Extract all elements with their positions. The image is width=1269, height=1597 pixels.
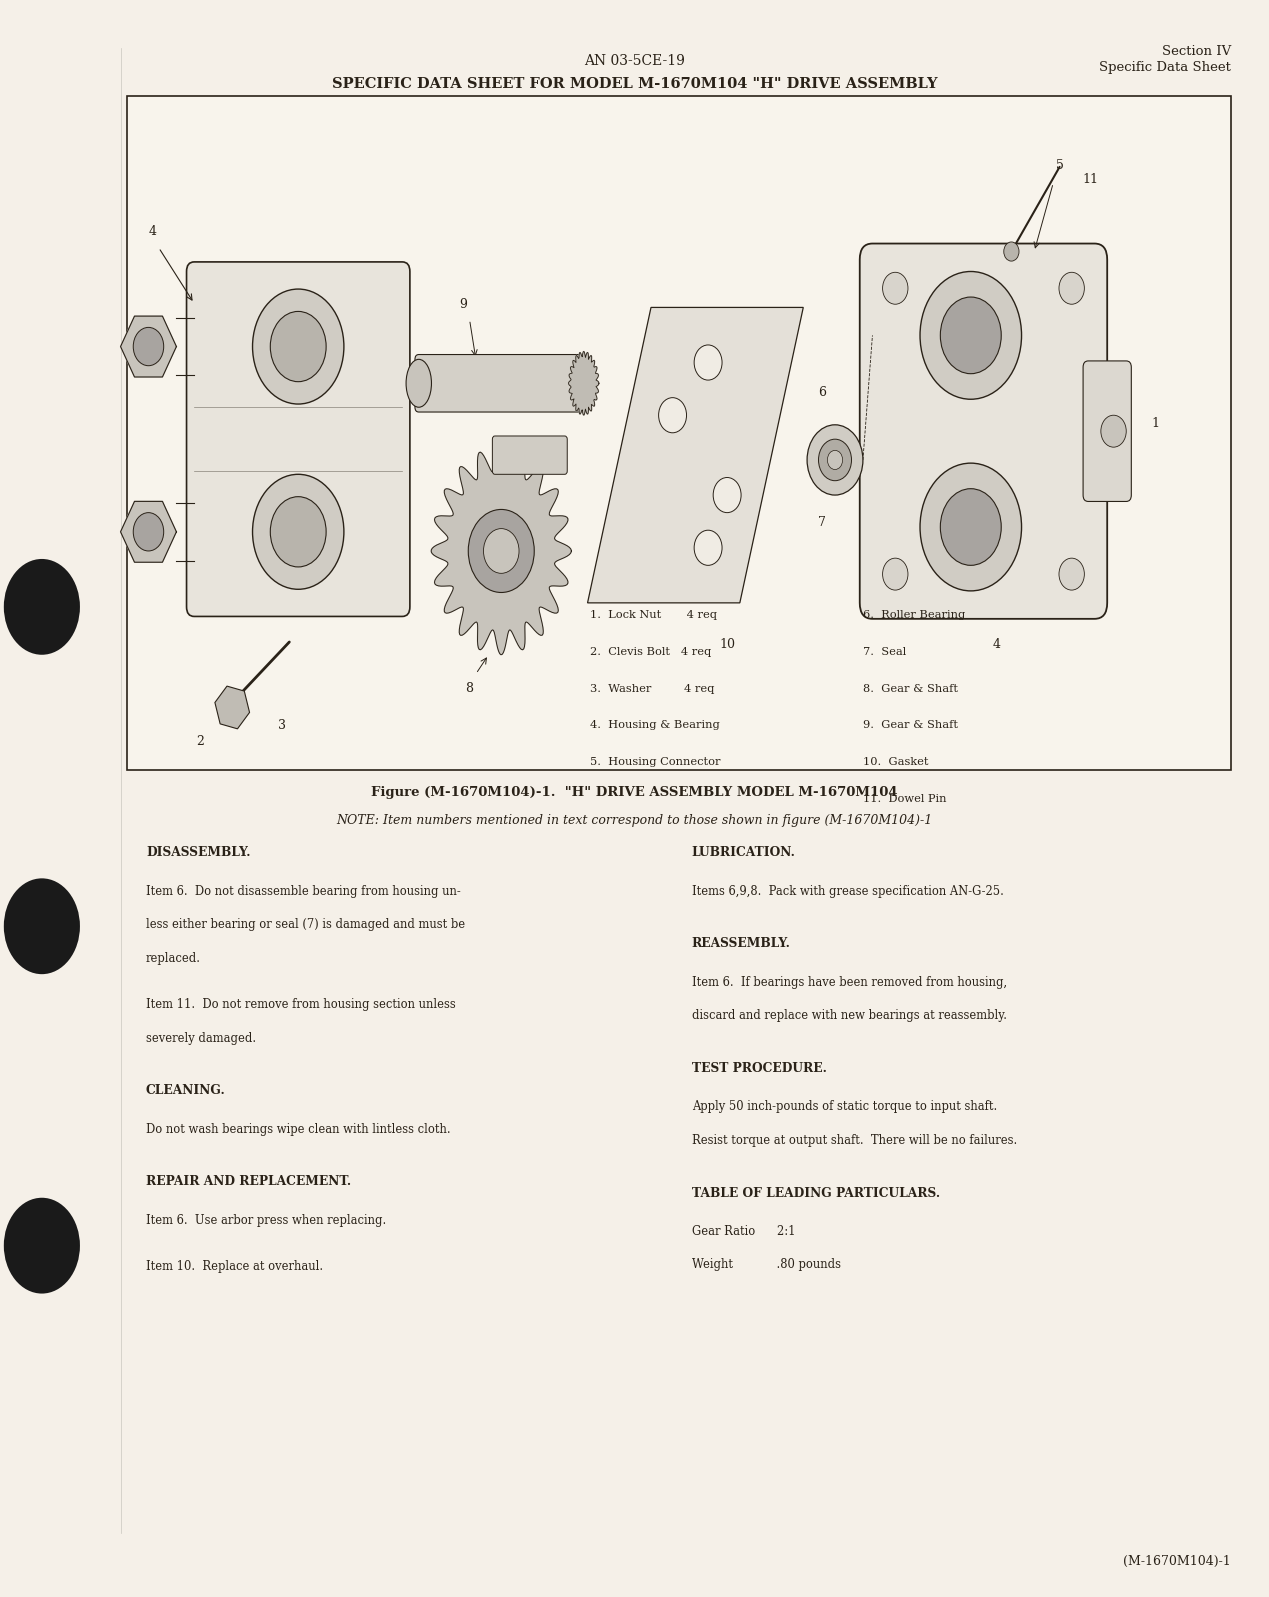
Circle shape <box>4 559 80 655</box>
Text: 8: 8 <box>466 682 473 695</box>
Text: Item 6.  If bearings have been removed from housing,: Item 6. If bearings have been removed fr… <box>692 976 1006 989</box>
Text: Items 6,9,8.  Pack with grease specification AN-G-25.: Items 6,9,8. Pack with grease specificat… <box>692 885 1004 898</box>
Text: LUBRICATION.: LUBRICATION. <box>692 846 796 859</box>
Circle shape <box>883 271 909 303</box>
Circle shape <box>1058 271 1084 303</box>
Text: Item 10.  Replace at overhaul.: Item 10. Replace at overhaul. <box>146 1260 324 1273</box>
Text: REPAIR AND REPLACEMENT.: REPAIR AND REPLACEMENT. <box>146 1175 352 1188</box>
Text: DISASSEMBLY.: DISASSEMBLY. <box>146 846 250 859</box>
Text: 6.  Roller Bearing: 6. Roller Bearing <box>863 610 966 620</box>
Circle shape <box>133 327 164 366</box>
Circle shape <box>694 345 722 380</box>
FancyBboxPatch shape <box>415 355 588 412</box>
Text: 9: 9 <box>459 299 467 311</box>
Text: Item 6.  Do not disassemble bearing from housing un-: Item 6. Do not disassemble bearing from … <box>146 885 461 898</box>
Text: Do not wash bearings wipe clean with lintless cloth.: Do not wash bearings wipe clean with lin… <box>146 1123 450 1135</box>
Text: SPECIFIC DATA SHEET FOR MODEL M-1670M104 "H" DRIVE ASSEMBLY: SPECIFIC DATA SHEET FOR MODEL M-1670M104… <box>331 77 938 91</box>
Text: 5: 5 <box>1056 158 1063 171</box>
Circle shape <box>940 297 1001 374</box>
Text: TABLE OF LEADING PARTICULARS.: TABLE OF LEADING PARTICULARS. <box>692 1187 940 1199</box>
Circle shape <box>920 463 1022 591</box>
Text: Item 6.  Use arbor press when replacing.: Item 6. Use arbor press when replacing. <box>146 1214 386 1226</box>
Polygon shape <box>431 447 571 655</box>
Circle shape <box>270 311 326 382</box>
Text: REASSEMBLY.: REASSEMBLY. <box>692 937 791 950</box>
Text: 7.  Seal: 7. Seal <box>863 647 906 656</box>
Text: (M-1670M104)-1: (M-1670M104)-1 <box>1123 1555 1231 1568</box>
Circle shape <box>940 489 1001 565</box>
Text: 7: 7 <box>819 516 826 529</box>
Circle shape <box>1101 415 1127 447</box>
Circle shape <box>253 474 344 589</box>
Circle shape <box>270 497 326 567</box>
Text: CLEANING.: CLEANING. <box>146 1084 226 1097</box>
Circle shape <box>4 878 80 974</box>
Circle shape <box>819 439 851 481</box>
Circle shape <box>920 271 1022 399</box>
Text: Resist torque at output shaft.  There will be no failures.: Resist torque at output shaft. There wil… <box>692 1134 1016 1147</box>
Circle shape <box>807 425 863 495</box>
Text: 1.  Lock Nut       4 req: 1. Lock Nut 4 req <box>590 610 717 620</box>
Text: AN 03-5CE-19: AN 03-5CE-19 <box>584 54 685 69</box>
Text: 2.  Clevis Bolt   4 req: 2. Clevis Bolt 4 req <box>590 647 712 656</box>
Text: 5.  Housing Connector: 5. Housing Connector <box>590 757 721 767</box>
Circle shape <box>483 529 519 573</box>
Bar <box>127 96 1231 770</box>
Circle shape <box>4 1198 80 1294</box>
Text: Specific Data Sheet: Specific Data Sheet <box>1099 61 1231 73</box>
Circle shape <box>133 513 164 551</box>
Circle shape <box>694 530 722 565</box>
Text: Section IV: Section IV <box>1161 45 1231 57</box>
Text: NOTE: Item numbers mentioned in text correspond to those shown in figure (M-1670: NOTE: Item numbers mentioned in text cor… <box>336 814 933 827</box>
Circle shape <box>468 509 534 592</box>
Circle shape <box>1004 241 1019 262</box>
Text: 10.  Gasket: 10. Gasket <box>863 757 929 767</box>
Polygon shape <box>569 351 599 415</box>
Circle shape <box>883 559 909 591</box>
Text: Apply 50 inch-pounds of static torque to input shaft.: Apply 50 inch-pounds of static torque to… <box>692 1100 997 1113</box>
Polygon shape <box>121 501 176 562</box>
Circle shape <box>1058 559 1084 591</box>
Text: 11: 11 <box>1082 172 1099 187</box>
Ellipse shape <box>406 359 431 407</box>
Text: severely damaged.: severely damaged. <box>146 1032 256 1044</box>
Text: 11.  Dowel Pin: 11. Dowel Pin <box>863 794 947 803</box>
Text: 2: 2 <box>197 735 204 747</box>
Text: 6: 6 <box>819 386 826 399</box>
Text: 4: 4 <box>992 639 1000 652</box>
Circle shape <box>659 398 687 433</box>
Text: replaced.: replaced. <box>146 952 201 965</box>
Polygon shape <box>121 316 176 377</box>
Polygon shape <box>588 307 803 604</box>
Text: Item 11.  Do not remove from housing section unless: Item 11. Do not remove from housing sect… <box>146 998 456 1011</box>
Text: 1: 1 <box>1152 417 1160 430</box>
Text: Weight            .80 pounds: Weight .80 pounds <box>692 1258 840 1271</box>
Text: TEST PROCEDURE.: TEST PROCEDURE. <box>692 1062 826 1075</box>
Text: Gear Ratio      2:1: Gear Ratio 2:1 <box>692 1225 796 1238</box>
FancyBboxPatch shape <box>860 244 1107 620</box>
Text: 8.  Gear & Shaft: 8. Gear & Shaft <box>863 684 958 693</box>
Circle shape <box>253 289 344 404</box>
FancyBboxPatch shape <box>1084 361 1132 501</box>
Text: 4: 4 <box>148 225 156 238</box>
Text: 3: 3 <box>278 719 286 731</box>
Text: less either bearing or seal (7) is damaged and must be: less either bearing or seal (7) is damag… <box>146 918 464 931</box>
Text: 10: 10 <box>720 639 735 652</box>
Text: 9.  Gear & Shaft: 9. Gear & Shaft <box>863 720 958 730</box>
FancyBboxPatch shape <box>187 262 410 616</box>
Text: 4.  Housing & Bearing: 4. Housing & Bearing <box>590 720 720 730</box>
Text: discard and replace with new bearings at reassembly.: discard and replace with new bearings at… <box>692 1009 1006 1022</box>
Text: Figure (M-1670M104)-1.  "H" DRIVE ASSEMBLY MODEL M-1670M104: Figure (M-1670M104)-1. "H" DRIVE ASSEMBL… <box>372 786 897 798</box>
Circle shape <box>713 478 741 513</box>
Circle shape <box>827 450 843 470</box>
FancyBboxPatch shape <box>492 436 567 474</box>
Text: 3.  Washer         4 req: 3. Washer 4 req <box>590 684 714 693</box>
